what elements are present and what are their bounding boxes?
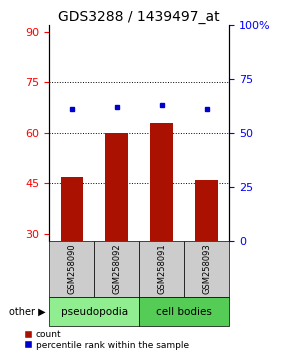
Bar — [49, 297, 139, 326]
Bar — [94, 241, 139, 297]
Text: pseudopodia: pseudopodia — [61, 307, 128, 316]
Bar — [139, 241, 184, 297]
Text: other ▶: other ▶ — [9, 307, 45, 316]
Bar — [184, 241, 229, 297]
Text: GSM258090: GSM258090 — [67, 244, 76, 295]
Legend: count, percentile rank within the sample: count, percentile rank within the sample — [25, 330, 189, 350]
Bar — [151, 122, 173, 241]
Bar — [139, 297, 229, 326]
Bar — [195, 180, 218, 241]
Title: GDS3288 / 1439497_at: GDS3288 / 1439497_at — [58, 10, 220, 24]
Text: GSM258092: GSM258092 — [112, 244, 121, 295]
Text: GSM258091: GSM258091 — [157, 244, 166, 295]
Bar — [49, 241, 94, 297]
Text: cell bodies: cell bodies — [156, 307, 212, 316]
Text: GSM258093: GSM258093 — [202, 244, 211, 295]
Bar — [61, 177, 83, 241]
Bar — [106, 133, 128, 241]
